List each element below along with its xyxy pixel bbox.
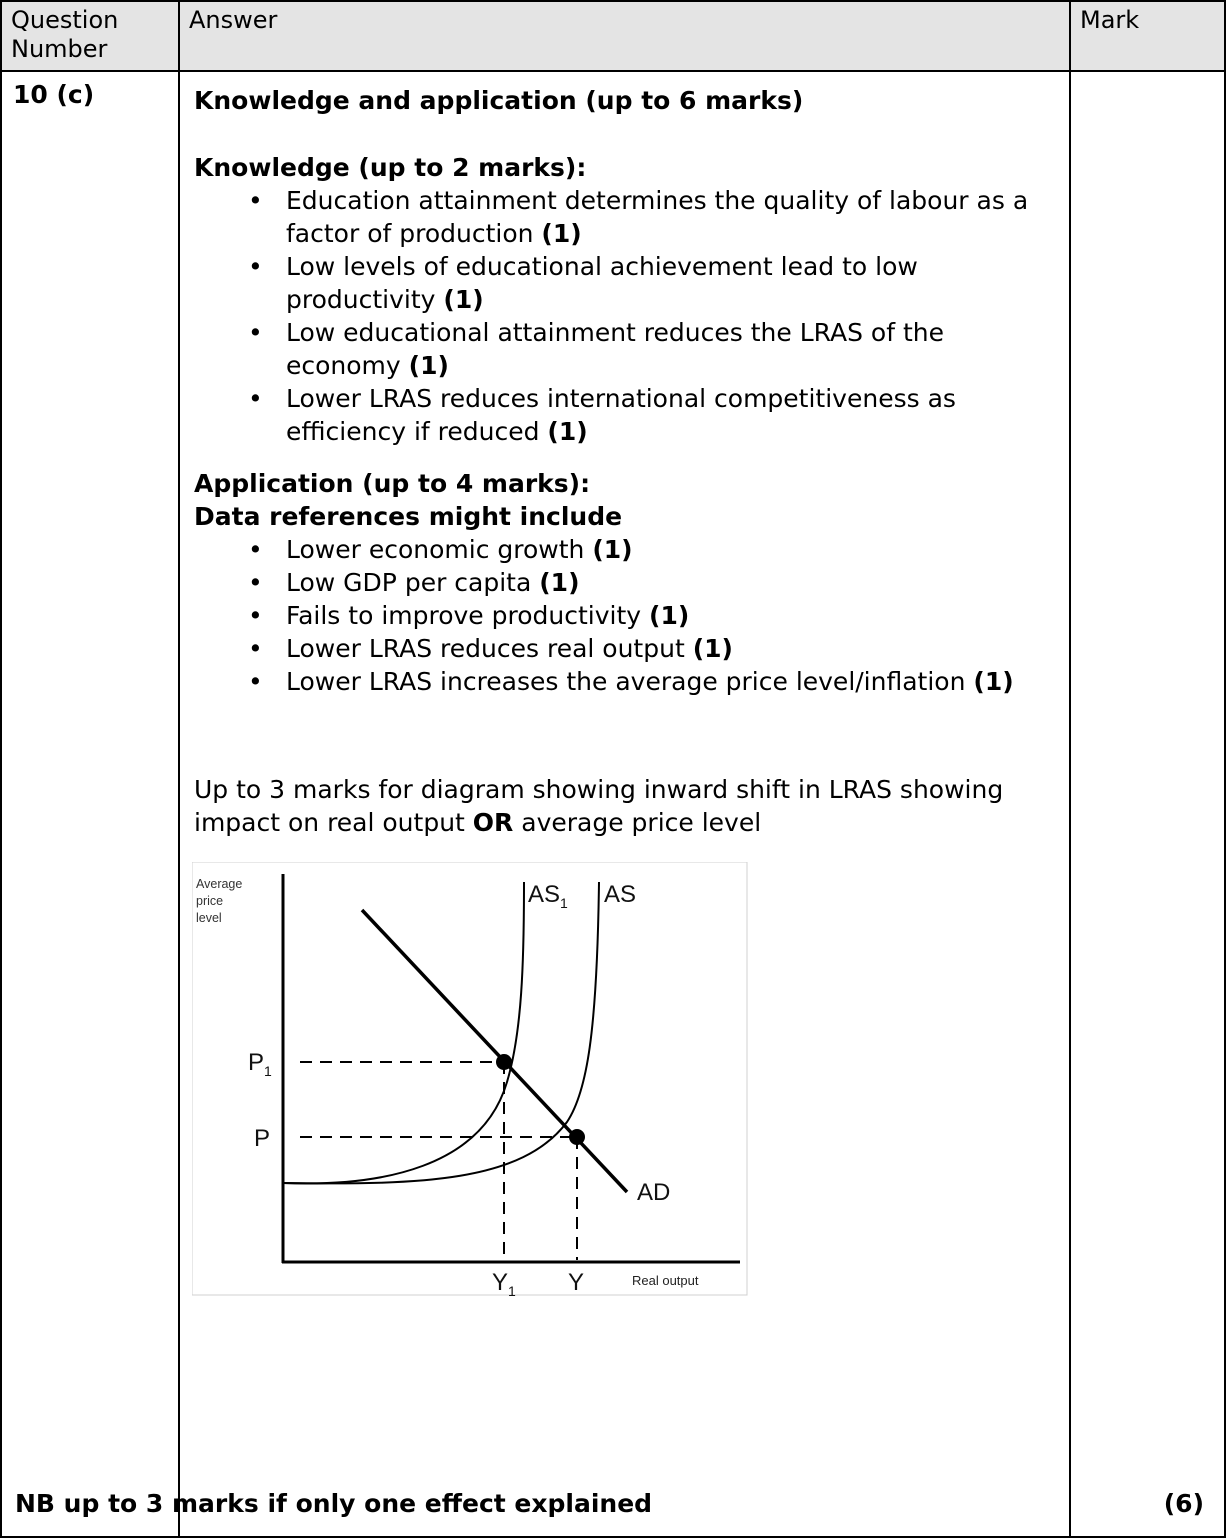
knowledge-heading: Knowledge (up to 2 marks): xyxy=(194,153,587,182)
application-heading: Application (up to 4 marks): xyxy=(194,469,591,498)
header-mark: Mark xyxy=(1069,0,1226,72)
diagram-instruction: Up to 3 marks for diagram showing inward… xyxy=(194,775,1004,837)
list-item: Low educational attainment reduces the L… xyxy=(194,316,1055,382)
y1-label: Y1 xyxy=(492,1269,516,1296)
application-subheading: Data references might include xyxy=(194,502,623,531)
answer-content: Knowledge and application (up to 6 marks… xyxy=(180,72,1069,1296)
equilibrium-point-2 xyxy=(569,1129,585,1145)
y-label: Y xyxy=(568,1269,584,1296)
list-item: Fails to improve productivity (1) xyxy=(194,599,1055,632)
question-number: 10 (c) xyxy=(13,80,95,109)
as-curve xyxy=(282,881,600,1185)
list-item: Lower LRAS reduces international competi… xyxy=(194,382,1055,448)
answer-row: 10 (c) Knowledge and application (up to … xyxy=(0,70,1226,1538)
knowledge-list: Education attainment determines the qual… xyxy=(194,184,1055,448)
list-item: Education attainment determines the qual… xyxy=(194,184,1055,250)
y-axis-label: Average price level xyxy=(196,877,246,925)
header-question-number: Question Number xyxy=(0,0,180,72)
p-label: P xyxy=(254,1125,270,1152)
ad-as-diagram: Average price level Real output AS1 AS A… xyxy=(192,862,748,1296)
as1-label: AS1 xyxy=(528,881,568,911)
nb-note: NB up to 3 marks if only one effect expl… xyxy=(15,1489,653,1518)
p1-label: P1 xyxy=(248,1049,272,1079)
answer-cell: Knowledge and application (up to 6 marks… xyxy=(15,70,1071,1538)
total-marks: (6) xyxy=(1163,1489,1204,1518)
equilibrium-point-1 xyxy=(496,1054,512,1070)
list-item: Low levels of educational achievement le… xyxy=(194,250,1055,316)
section-title: Knowledge and application (up to 6 marks… xyxy=(194,86,804,115)
ad-curve xyxy=(360,908,629,1194)
list-item: Lower economic growth (1) xyxy=(194,533,1055,566)
list-item: Lower LRAS reduces real output (1) xyxy=(194,632,1055,665)
mark-cell: (6) xyxy=(1069,70,1226,1538)
list-item: Lower LRAS increases the average price l… xyxy=(194,665,1055,698)
application-list: Lower economic growth (1) Low GDP per ca… xyxy=(194,533,1055,698)
x-axis-label: Real output xyxy=(632,1273,699,1288)
list-item: Low GDP per capita (1) xyxy=(194,566,1055,599)
header-answer: Answer xyxy=(178,0,1071,72)
question-number-cell: 10 (c) xyxy=(0,70,180,1538)
as-label: AS xyxy=(604,881,636,908)
ad-label: AD xyxy=(637,1179,670,1206)
header-row: Question Number Answer Mark xyxy=(0,0,1226,72)
